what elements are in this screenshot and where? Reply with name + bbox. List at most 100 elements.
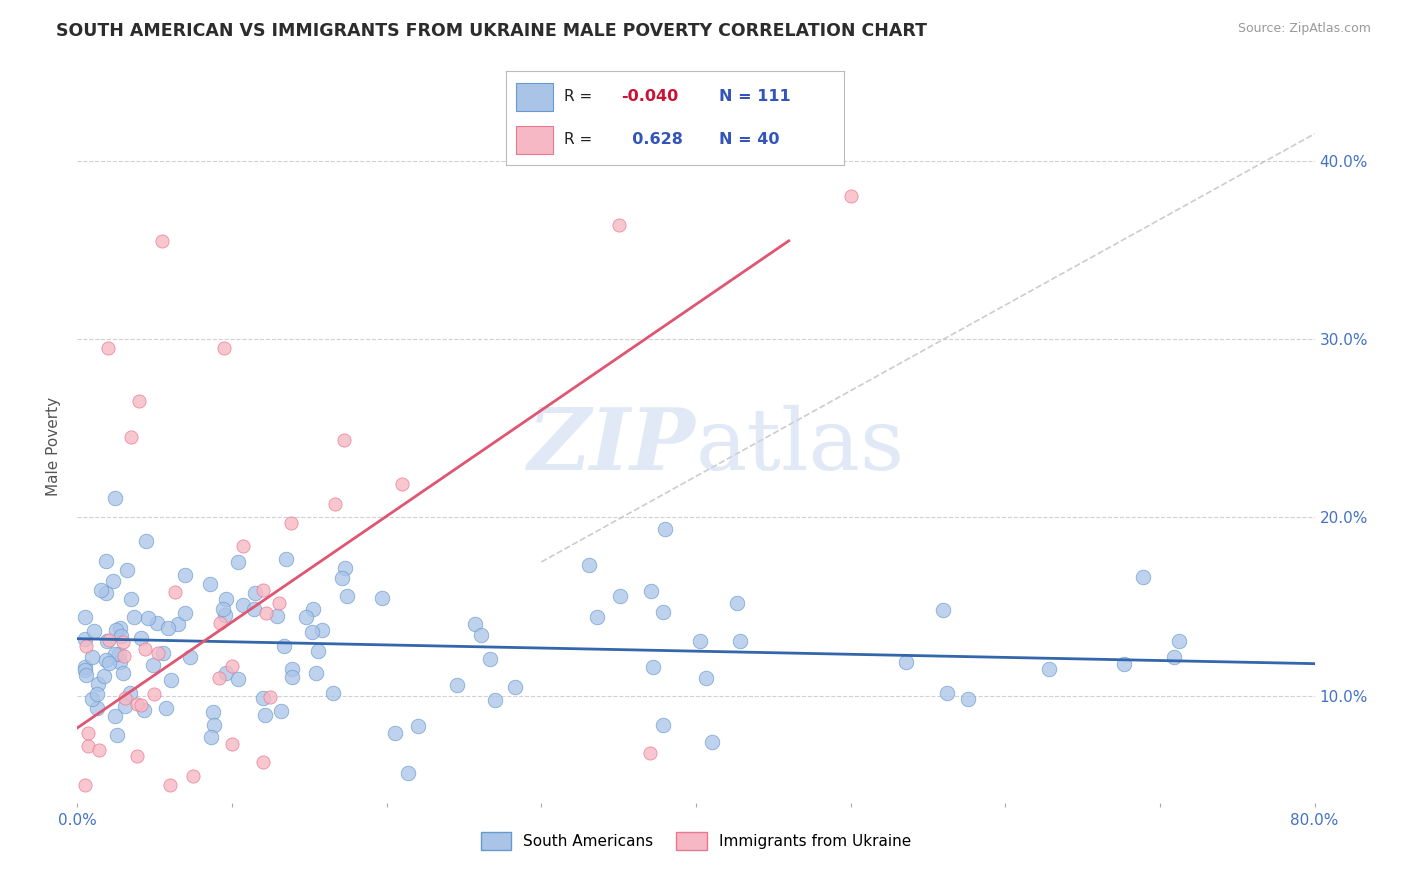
Text: atlas: atlas <box>696 404 905 488</box>
Legend: South Americans, Immigrants from Ukraine: South Americans, Immigrants from Ukraine <box>474 826 918 855</box>
Point <box>152 234 174 248</box>
Point <box>112 666 135 681</box>
Point <box>702 735 724 749</box>
Point <box>276 551 298 566</box>
Point <box>957 692 980 706</box>
Point <box>94 586 117 600</box>
Point <box>103 709 125 723</box>
Text: R =: R = <box>564 89 592 104</box>
Point <box>83 624 105 638</box>
Point <box>301 624 323 639</box>
Point <box>75 668 97 682</box>
Point <box>121 430 143 444</box>
Point <box>640 584 662 599</box>
Point <box>96 633 118 648</box>
Point <box>226 555 249 569</box>
Point <box>654 522 676 536</box>
Point <box>322 686 344 700</box>
Point <box>1163 649 1185 664</box>
Point <box>503 680 526 694</box>
Point <box>266 608 288 623</box>
Point <box>252 690 274 705</box>
Point <box>114 699 136 714</box>
Point <box>330 571 353 585</box>
Point <box>280 516 302 530</box>
Point <box>75 632 96 646</box>
Point <box>108 621 131 635</box>
Point <box>280 662 302 676</box>
Point <box>270 704 292 718</box>
Point <box>110 655 132 669</box>
Point <box>652 718 675 732</box>
Point <box>254 607 277 621</box>
Point <box>132 703 155 717</box>
Point <box>101 574 124 588</box>
Point <box>146 646 169 660</box>
Point <box>932 603 955 617</box>
Text: R =: R = <box>564 132 592 147</box>
Point <box>221 737 243 751</box>
Point <box>470 628 492 642</box>
Point <box>730 634 752 648</box>
Point <box>173 607 195 621</box>
Point <box>243 586 266 600</box>
Point <box>311 623 333 637</box>
Point <box>607 219 630 233</box>
Point <box>214 607 236 622</box>
Point <box>202 718 225 732</box>
Point <box>243 602 266 616</box>
Point <box>75 609 96 624</box>
Point <box>391 476 413 491</box>
Point <box>86 687 108 701</box>
Point <box>146 616 169 631</box>
Point <box>1132 570 1154 584</box>
Text: ZIP: ZIP <box>529 404 696 488</box>
Point <box>115 564 138 578</box>
Point <box>129 631 152 645</box>
Point <box>156 621 179 635</box>
Point <box>1167 633 1189 648</box>
Point <box>104 491 127 505</box>
Point <box>118 686 141 700</box>
Point <box>80 692 103 706</box>
Point <box>75 778 96 792</box>
Point <box>98 632 121 647</box>
FancyBboxPatch shape <box>516 126 554 153</box>
Point <box>578 558 600 573</box>
Point <box>129 698 152 713</box>
Point <box>484 693 506 707</box>
Point <box>894 655 917 669</box>
Point <box>232 598 254 612</box>
Point <box>252 583 274 598</box>
Point <box>323 497 346 511</box>
Point <box>93 668 115 682</box>
Point <box>370 591 392 605</box>
Text: N = 111: N = 111 <box>718 89 790 104</box>
Text: N = 40: N = 40 <box>718 132 779 147</box>
Point <box>97 656 120 670</box>
Text: Source: ZipAtlas.com: Source: ZipAtlas.com <box>1237 22 1371 36</box>
Point <box>152 646 174 660</box>
Point <box>221 658 243 673</box>
Point <box>336 589 359 603</box>
Point <box>586 610 609 624</box>
Point <box>183 769 205 783</box>
Point <box>120 592 142 607</box>
Point <box>609 589 631 603</box>
Point <box>114 690 136 705</box>
Point <box>125 749 148 764</box>
Point <box>112 648 135 663</box>
Point <box>446 677 468 691</box>
Point <box>122 610 145 624</box>
Point <box>75 660 96 674</box>
Point <box>215 591 238 606</box>
Point <box>305 665 328 680</box>
Point <box>936 686 959 700</box>
Point <box>87 677 110 691</box>
Point <box>108 648 131 662</box>
Point <box>259 690 281 704</box>
Point <box>77 739 100 754</box>
Point <box>167 616 190 631</box>
Point <box>232 539 254 553</box>
Point <box>295 609 318 624</box>
